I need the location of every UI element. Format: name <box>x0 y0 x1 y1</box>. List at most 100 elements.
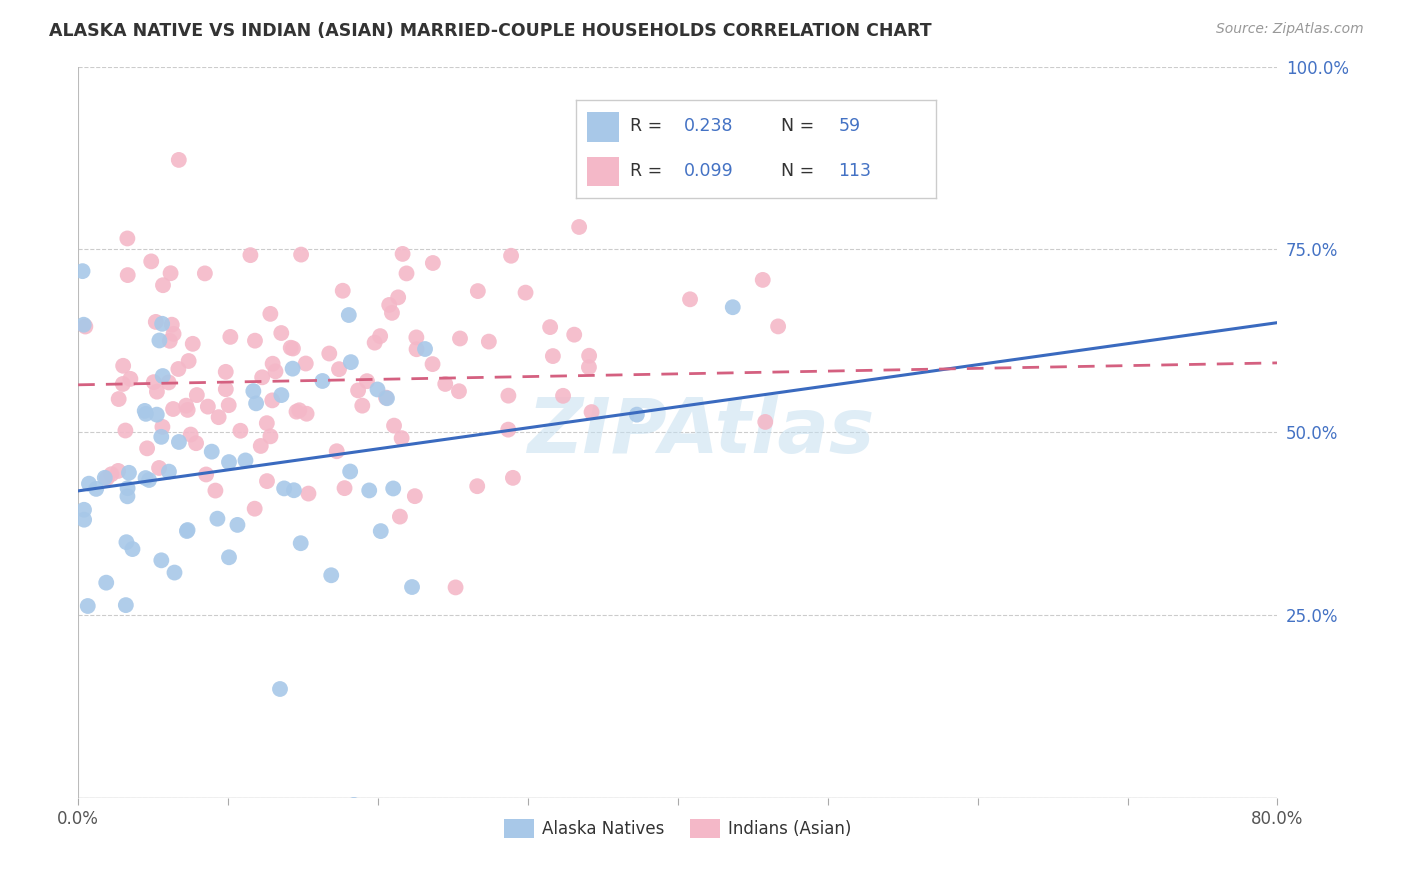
Point <box>245 396 267 410</box>
Point <box>568 219 591 234</box>
Point <box>111 376 134 391</box>
Point <box>75 319 97 334</box>
Point <box>538 320 561 334</box>
Point <box>176 523 198 537</box>
Point <box>180 427 202 442</box>
Point <box>766 319 789 334</box>
Point <box>159 266 181 280</box>
Point <box>115 598 138 612</box>
Point <box>391 431 413 445</box>
Point <box>332 284 354 298</box>
Point <box>177 354 200 368</box>
Point <box>343 797 366 812</box>
Point <box>404 489 426 503</box>
Point <box>363 335 385 350</box>
Point <box>294 357 316 371</box>
Point <box>152 278 174 293</box>
Point <box>226 517 249 532</box>
Point <box>285 405 308 419</box>
Point <box>295 407 318 421</box>
Point <box>259 429 281 443</box>
Point <box>204 483 226 498</box>
Point <box>359 483 381 498</box>
Point <box>467 284 489 298</box>
Point <box>249 439 271 453</box>
Point <box>84 482 107 496</box>
Point <box>174 399 197 413</box>
Point <box>242 384 264 398</box>
Point <box>259 307 281 321</box>
Point <box>290 536 312 550</box>
Point <box>146 408 169 422</box>
Point <box>96 575 118 590</box>
Point <box>250 370 273 384</box>
Point <box>337 308 360 322</box>
Point <box>281 361 304 376</box>
Point <box>73 318 96 332</box>
Point <box>381 306 404 320</box>
Point <box>215 382 238 396</box>
Point <box>150 553 173 567</box>
Point <box>340 355 363 369</box>
Point <box>73 513 96 527</box>
Point <box>176 403 198 417</box>
Point <box>352 399 374 413</box>
Point <box>207 511 229 525</box>
Point <box>578 349 600 363</box>
Point <box>150 317 173 331</box>
Point <box>515 285 537 300</box>
Point <box>201 444 224 458</box>
Point <box>328 362 350 376</box>
Point <box>135 471 157 485</box>
Point <box>162 326 184 341</box>
Point <box>239 248 262 262</box>
Point <box>321 568 343 582</box>
Point <box>444 581 467 595</box>
Point <box>405 330 427 344</box>
Point <box>157 465 180 479</box>
Point <box>76 599 98 613</box>
Point <box>218 550 240 565</box>
Point <box>194 267 217 281</box>
Point <box>496 423 519 437</box>
Point <box>162 402 184 417</box>
Point <box>215 365 238 379</box>
Point <box>107 464 129 478</box>
Point <box>176 524 198 538</box>
Point <box>195 467 218 482</box>
Point <box>413 342 436 356</box>
Point <box>626 408 648 422</box>
Point <box>134 404 156 418</box>
Point <box>167 153 190 167</box>
Point <box>159 334 181 348</box>
Point <box>72 264 94 278</box>
Point <box>499 249 522 263</box>
Point <box>283 483 305 498</box>
Point <box>422 256 444 270</box>
Point <box>478 334 501 349</box>
Point <box>181 336 204 351</box>
Point <box>447 384 470 399</box>
Point <box>120 372 142 386</box>
Point <box>100 467 122 482</box>
Point <box>333 481 356 495</box>
Point <box>136 442 159 456</box>
Point <box>256 416 278 430</box>
Point <box>366 383 388 397</box>
Point <box>243 501 266 516</box>
Point <box>117 481 139 495</box>
Text: Source: ZipAtlas.com: Source: ZipAtlas.com <box>1216 22 1364 37</box>
Point <box>751 273 773 287</box>
Point <box>391 247 413 261</box>
Point <box>449 331 471 345</box>
Point <box>112 359 135 373</box>
Point <box>96 471 118 485</box>
Point <box>243 334 266 348</box>
Point <box>551 389 574 403</box>
Point <box>73 503 96 517</box>
Point <box>262 393 284 408</box>
Point <box>152 369 174 384</box>
Point <box>378 298 401 312</box>
Point <box>269 681 291 696</box>
Text: ALASKA NATIVE VS INDIAN (ASIAN) MARRIED-COUPLE HOUSEHOLDS CORRELATION CHART: ALASKA NATIVE VS INDIAN (ASIAN) MARRIED-… <box>49 22 932 40</box>
